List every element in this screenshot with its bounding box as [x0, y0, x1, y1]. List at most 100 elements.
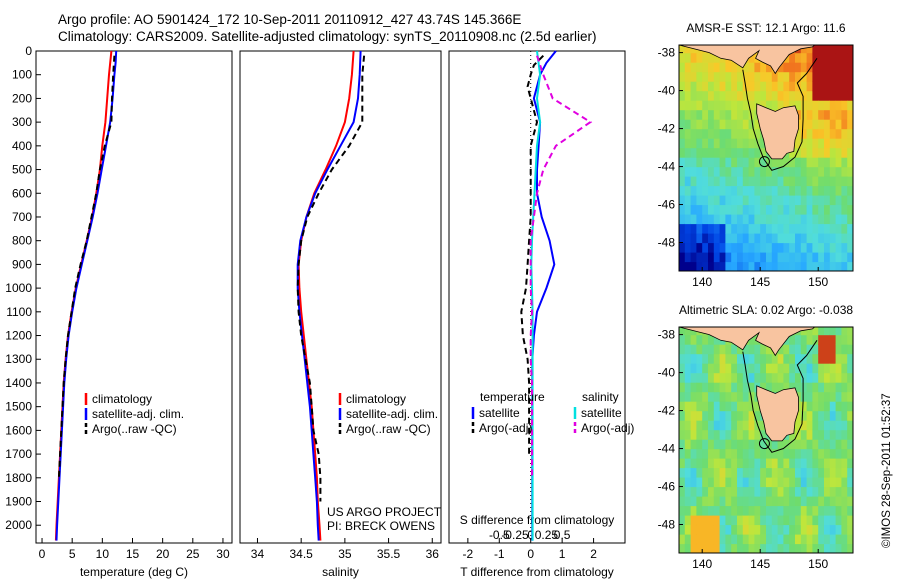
- sla-map-cell: [731, 458, 738, 469]
- sla-map-cell: [818, 448, 825, 459]
- sla-map-cell: [737, 382, 744, 393]
- sla-map-cell: [679, 505, 686, 516]
- sla-map-cell: [760, 439, 767, 450]
- sla-map-panel: Altimetric SLA: 0.02 Argo: -0.038 140 145 1…: [658, 303, 854, 571]
- sla-map-cell: [737, 391, 744, 402]
- sla-map-cell: [679, 391, 686, 402]
- sla-map-cell: [766, 505, 773, 516]
- sla-map-cell: [806, 334, 813, 345]
- sla-map-cell: [783, 382, 790, 393]
- sst-map-cell: [771, 71, 779, 82]
- sst-map-cell: [708, 176, 715, 187]
- sla-map-mainland: [679, 327, 818, 357]
- sst-map-cell: [847, 138, 853, 149]
- sla-map-cell: [719, 543, 726, 553]
- sla-map-cell: [713, 524, 721, 535]
- sla-map-cell: [783, 496, 790, 507]
- sla-map-cell: [702, 515, 709, 526]
- sla-map-cell: [684, 477, 692, 488]
- sst-map-cell: [783, 100, 790, 111]
- temperature-y-tick-label: 1800: [5, 471, 32, 485]
- sst-map-cell: [719, 119, 726, 130]
- sla-map-cell: [760, 420, 767, 431]
- sst-map-cell: [713, 100, 721, 111]
- sst-map-cell: [783, 233, 790, 244]
- sst-map-cell: [812, 195, 819, 206]
- temperature-series-argo-raw-qc-line: [57, 55, 116, 478]
- sla-map-cell: [777, 344, 784, 355]
- sst-map-cell: [754, 62, 761, 73]
- sst-map-cell: [835, 71, 842, 82]
- temperature-y-tick-label: 700: [12, 210, 32, 224]
- sst-map-cell: [702, 71, 709, 82]
- sla-map-cell: [777, 486, 784, 497]
- sst-map-cell: [847, 52, 853, 63]
- sla-map-cell: [713, 372, 721, 383]
- sst-map-cell: [679, 119, 686, 130]
- sla-map-cell: [818, 477, 825, 488]
- temperature-panel: 0 5 10 15 20 25 30 temperature (deg C) 0 100 200 30…: [5, 44, 233, 579]
- sst-map-cell: [789, 100, 796, 111]
- sla-map-cell: [731, 496, 738, 507]
- sst-map-cell: [708, 90, 715, 101]
- sst-map-cell: [789, 185, 796, 196]
- sst-map-frame: [678, 44, 854, 272]
- sla-map-cell: [829, 363, 837, 374]
- sst-map-cell: [731, 100, 738, 111]
- sla-map-cell: [766, 344, 773, 355]
- sst-map-cell: [818, 52, 825, 63]
- sla-map-cell: [702, 391, 709, 402]
- sst-map-cell: [777, 71, 784, 82]
- sst-map-cell: [719, 185, 726, 196]
- sla-map-cell: [702, 458, 709, 469]
- sst-map-cell: [690, 214, 697, 225]
- sla-map-cell: [824, 372, 831, 383]
- sla-map-cell: [812, 458, 819, 469]
- sst-map-cell: [719, 166, 726, 177]
- sst-map-cell: [766, 185, 773, 196]
- sst-map-tasmania: [756, 103, 799, 160]
- sst-map-cell: [679, 223, 686, 234]
- sst-map-cell: [754, 81, 761, 92]
- difference-s-legend-label: Argo(-adj): [581, 421, 634, 435]
- sst-map-shelf-contour: [742, 58, 818, 171]
- sla-map-cell: [679, 534, 686, 545]
- sst-map-cell: [684, 242, 692, 253]
- sst-map-cell: [737, 138, 744, 149]
- sla-map-cell: [824, 363, 831, 374]
- sla-map-cell: [684, 327, 692, 336]
- sst-map-cell: [708, 252, 715, 263]
- sst-map-cell: [841, 52, 848, 63]
- sst-map-cell: [760, 90, 767, 101]
- sst-map-cell: [684, 81, 692, 92]
- sst-map-cell: [812, 157, 819, 168]
- sla-map-cell: [789, 467, 796, 478]
- sst-map-cell: [829, 100, 837, 111]
- sst-map-cell: [824, 242, 831, 253]
- sla-map-cell: [783, 353, 790, 364]
- sla-map-cell: [766, 467, 773, 478]
- sla-map-cell: [789, 382, 796, 393]
- sst-map-cell: [806, 166, 813, 177]
- sst-map-cell: [812, 233, 819, 244]
- sla-map-cell: [806, 372, 813, 383]
- sla-map-cell: [847, 420, 853, 431]
- sst-map-cell: [696, 195, 703, 206]
- sst-map-cell: [748, 242, 755, 253]
- sla-map-cell: [754, 372, 761, 383]
- sla-map-cell: [829, 382, 837, 393]
- sst-map-cell: [812, 109, 819, 120]
- sla-map-cell: [847, 344, 853, 355]
- sst-map-cell: [690, 71, 697, 82]
- sst-map-cell: [847, 90, 853, 101]
- sla-map-cell: [684, 496, 692, 507]
- sla-map-cell: [742, 372, 750, 383]
- difference-legend-header: temperature: [480, 390, 545, 404]
- sla-map-cell: [800, 363, 808, 374]
- sla-map-cell: [748, 467, 755, 478]
- sla-map-cell: [760, 496, 767, 507]
- sst-map-cell: [690, 62, 697, 73]
- sla-map-cell: [684, 448, 692, 459]
- sla-map-cell: [708, 420, 715, 431]
- sst-map-cell: [783, 185, 790, 196]
